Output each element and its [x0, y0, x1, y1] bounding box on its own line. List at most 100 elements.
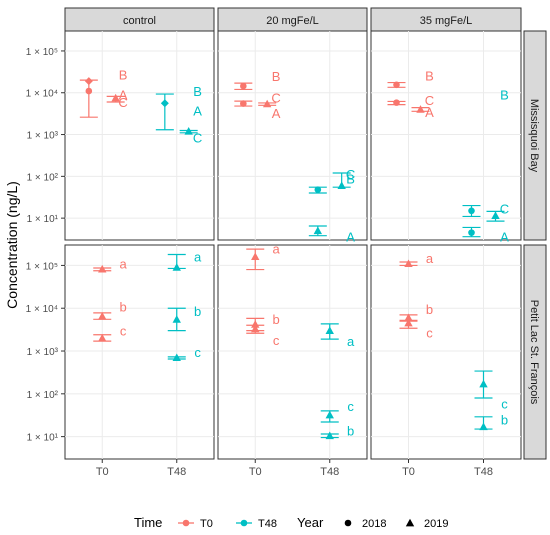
data-point — [240, 82, 247, 90]
legend-title-year: Year — [297, 515, 324, 530]
y-tick-label: 1 × 10⁵ — [26, 47, 58, 58]
significance-letter: C — [425, 93, 434, 108]
y-tick-label: 1 × 10² — [27, 390, 59, 401]
data-point — [491, 211, 500, 219]
facet-label-row: Missisquoi Bay — [528, 99, 540, 173]
data-point — [172, 263, 181, 271]
y-tick-label: 1 × 10³ — [27, 347, 59, 358]
y-axis-label: Concentration (ng/L) — [4, 181, 20, 309]
facet-panel — [64, 244, 215, 460]
significance-letter: a — [272, 241, 280, 256]
legend-label-time: T48 — [258, 518, 277, 530]
significance-letter: C — [118, 95, 127, 110]
facet-label-column: 20 mgFe/L — [266, 15, 319, 27]
data-point — [251, 252, 260, 261]
data-point — [404, 259, 413, 268]
facet-label-column: 35 mgFe/L — [420, 15, 473, 27]
significance-letter: b — [194, 304, 201, 319]
data-point — [98, 264, 107, 273]
facet-label-column: control — [123, 15, 156, 27]
legend-key-point — [182, 519, 190, 527]
data-point — [240, 100, 247, 107]
data-point — [98, 312, 107, 320]
significance-letter: A — [193, 103, 202, 118]
significance-letter: A — [119, 88, 128, 103]
data-point — [314, 186, 322, 193]
significance-letter: A — [500, 230, 509, 245]
data-point — [313, 226, 323, 235]
data-point — [337, 181, 346, 189]
significance-letter: a — [119, 257, 127, 272]
significance-letter: B — [500, 88, 509, 103]
data-point — [479, 422, 488, 431]
facet-strip-row — [523, 244, 547, 460]
y-tick-label: 1 × 10¹ — [27, 433, 59, 444]
y-tick-label: 1 × 10¹ — [27, 214, 59, 225]
facet-panel — [370, 244, 522, 460]
data-point — [98, 333, 107, 342]
data-point — [85, 87, 93, 95]
y-tick-label: 1 × 10³ — [27, 131, 59, 142]
significance-letter: a — [426, 251, 434, 266]
significance-letter: A — [272, 106, 281, 121]
significance-letter: c — [273, 333, 280, 348]
significance-letter: b — [272, 312, 279, 327]
data-point — [172, 353, 181, 362]
significance-letter: C — [271, 90, 280, 105]
y-tick-label: 1 × 10⁵ — [26, 261, 58, 272]
y-tick-label: 1 × 10⁴ — [26, 304, 58, 315]
significance-letter: C — [500, 202, 509, 217]
x-tick-label: T0 — [96, 466, 109, 478]
legend-label-time: T0 — [200, 518, 213, 530]
data-point — [393, 81, 400, 89]
legend-label-year: 2018 — [362, 518, 386, 530]
facet-panel — [370, 30, 522, 241]
data-point — [468, 229, 475, 236]
data-point — [172, 315, 181, 323]
significance-letter: C — [193, 130, 202, 145]
data-point — [184, 127, 193, 135]
significance-letter: b — [501, 413, 508, 428]
legend-key-shape — [344, 519, 352, 527]
significance-letter: A — [346, 230, 355, 245]
significance-letter: c — [426, 326, 433, 341]
y-tick-label: 1 × 10⁴ — [26, 89, 58, 100]
significance-letter: c — [194, 345, 201, 360]
x-tick-label: T48 — [167, 466, 186, 478]
data-point — [262, 99, 272, 108]
significance-letter: B — [193, 84, 202, 99]
significance-letter: c — [347, 399, 354, 414]
data-point — [325, 326, 334, 334]
legend-title-time: Time — [134, 515, 162, 530]
data-point — [251, 324, 260, 333]
facet-panel — [217, 30, 368, 241]
data-point — [479, 379, 488, 388]
x-tick-label: T0 — [402, 466, 415, 478]
legend-label-year: 2019 — [424, 518, 448, 530]
data-point — [84, 77, 93, 86]
data-point — [160, 99, 169, 108]
data-point — [111, 93, 120, 102]
significance-letter: C — [346, 167, 355, 182]
data-point — [416, 105, 425, 113]
significance-letter: b — [119, 299, 126, 314]
facet-label-row: Petit Lac St. François — [528, 300, 540, 405]
data-point — [325, 410, 334, 419]
facet-panel — [217, 244, 368, 460]
significance-letter: b — [347, 423, 354, 438]
significance-letter: B — [272, 69, 281, 84]
y-tick-label: 1 × 10² — [27, 172, 59, 183]
facet-strip-row — [523, 30, 547, 241]
significance-letter: B — [425, 68, 434, 83]
x-tick-label: T0 — [249, 466, 262, 478]
legend-key-shape — [405, 518, 415, 527]
significance-letter: B — [346, 171, 355, 186]
facet-panel — [64, 30, 215, 241]
legend-key-point — [240, 519, 248, 527]
significance-letter: A — [425, 105, 434, 120]
data-point — [404, 318, 413, 327]
significance-letter: c — [120, 324, 127, 339]
data-point — [325, 431, 334, 440]
significance-letter: b — [426, 302, 433, 317]
